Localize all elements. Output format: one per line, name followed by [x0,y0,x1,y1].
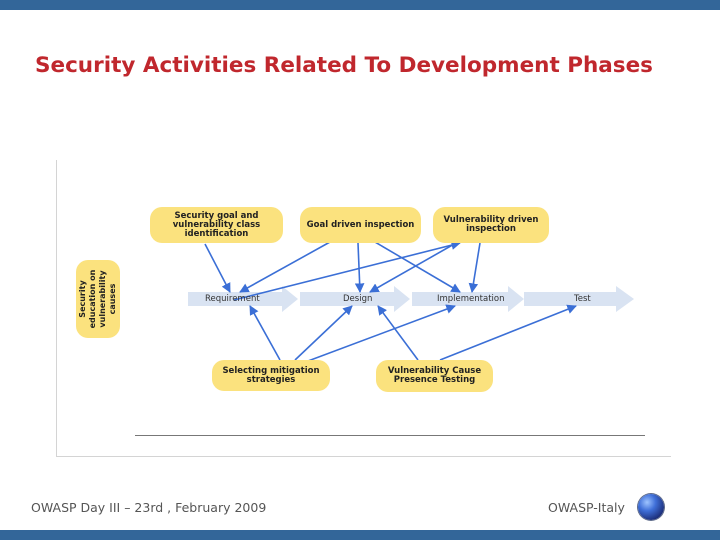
arrow-cause-to-test [439,304,577,361]
arrow-mitigation-to-design [294,305,353,361]
arrow-cause-to-design [377,305,419,361]
activity-security-education-label: Security education on vulnerability caus… [78,269,117,329]
activity-vulnerability-driven-inspection: Vulnerability driven inspection [433,207,549,243]
phase-arrow-requirement [188,286,298,312]
activity-security-goal: Security goal and vulnerability class id… [150,207,283,243]
footer-event: OWASP Day III – 23rd , February 2009 [31,500,267,515]
arrow-vuln-to-implementation [468,242,481,293]
phase-arrow-implementation [412,286,524,312]
activity-security-education [76,260,120,338]
arrow-inspect-to-requirement [239,241,331,293]
arrow-inspect-to-design [354,242,365,293]
phase-requirement: Requirement [205,294,260,304]
arrow-vuln-to-design [369,242,457,293]
phase-implementation: Implementation [437,294,505,304]
arrow-inspect-to-implementation [374,241,461,293]
top-bar [0,0,720,10]
diagram-frame [56,160,671,457]
bottom-bar [0,530,720,540]
activity-selecting-mitigation: Selecting mitigation strategies [212,360,330,391]
arrow-mitigation-to-requirement [249,305,281,361]
arrow-requirement-to-vuln [233,240,461,301]
globe-icon [638,494,664,520]
footer-organization: OWASP-Italy [548,500,625,515]
phase-test: Test [574,294,591,304]
slide-title: Security Activities Related To Developme… [35,53,653,78]
phase-arrow-test [524,286,634,312]
diagram-divider [135,435,645,436]
activity-goal-driven-inspection: Goal driven inspection [300,207,421,243]
phase-design: Design [343,294,373,304]
activity-vulnerability-cause-testing: Vulnerability Cause Presence Testing [376,360,493,392]
arrow-goal-to-requirement [204,243,231,293]
arrow-mitigation-to-implementation [299,304,456,365]
